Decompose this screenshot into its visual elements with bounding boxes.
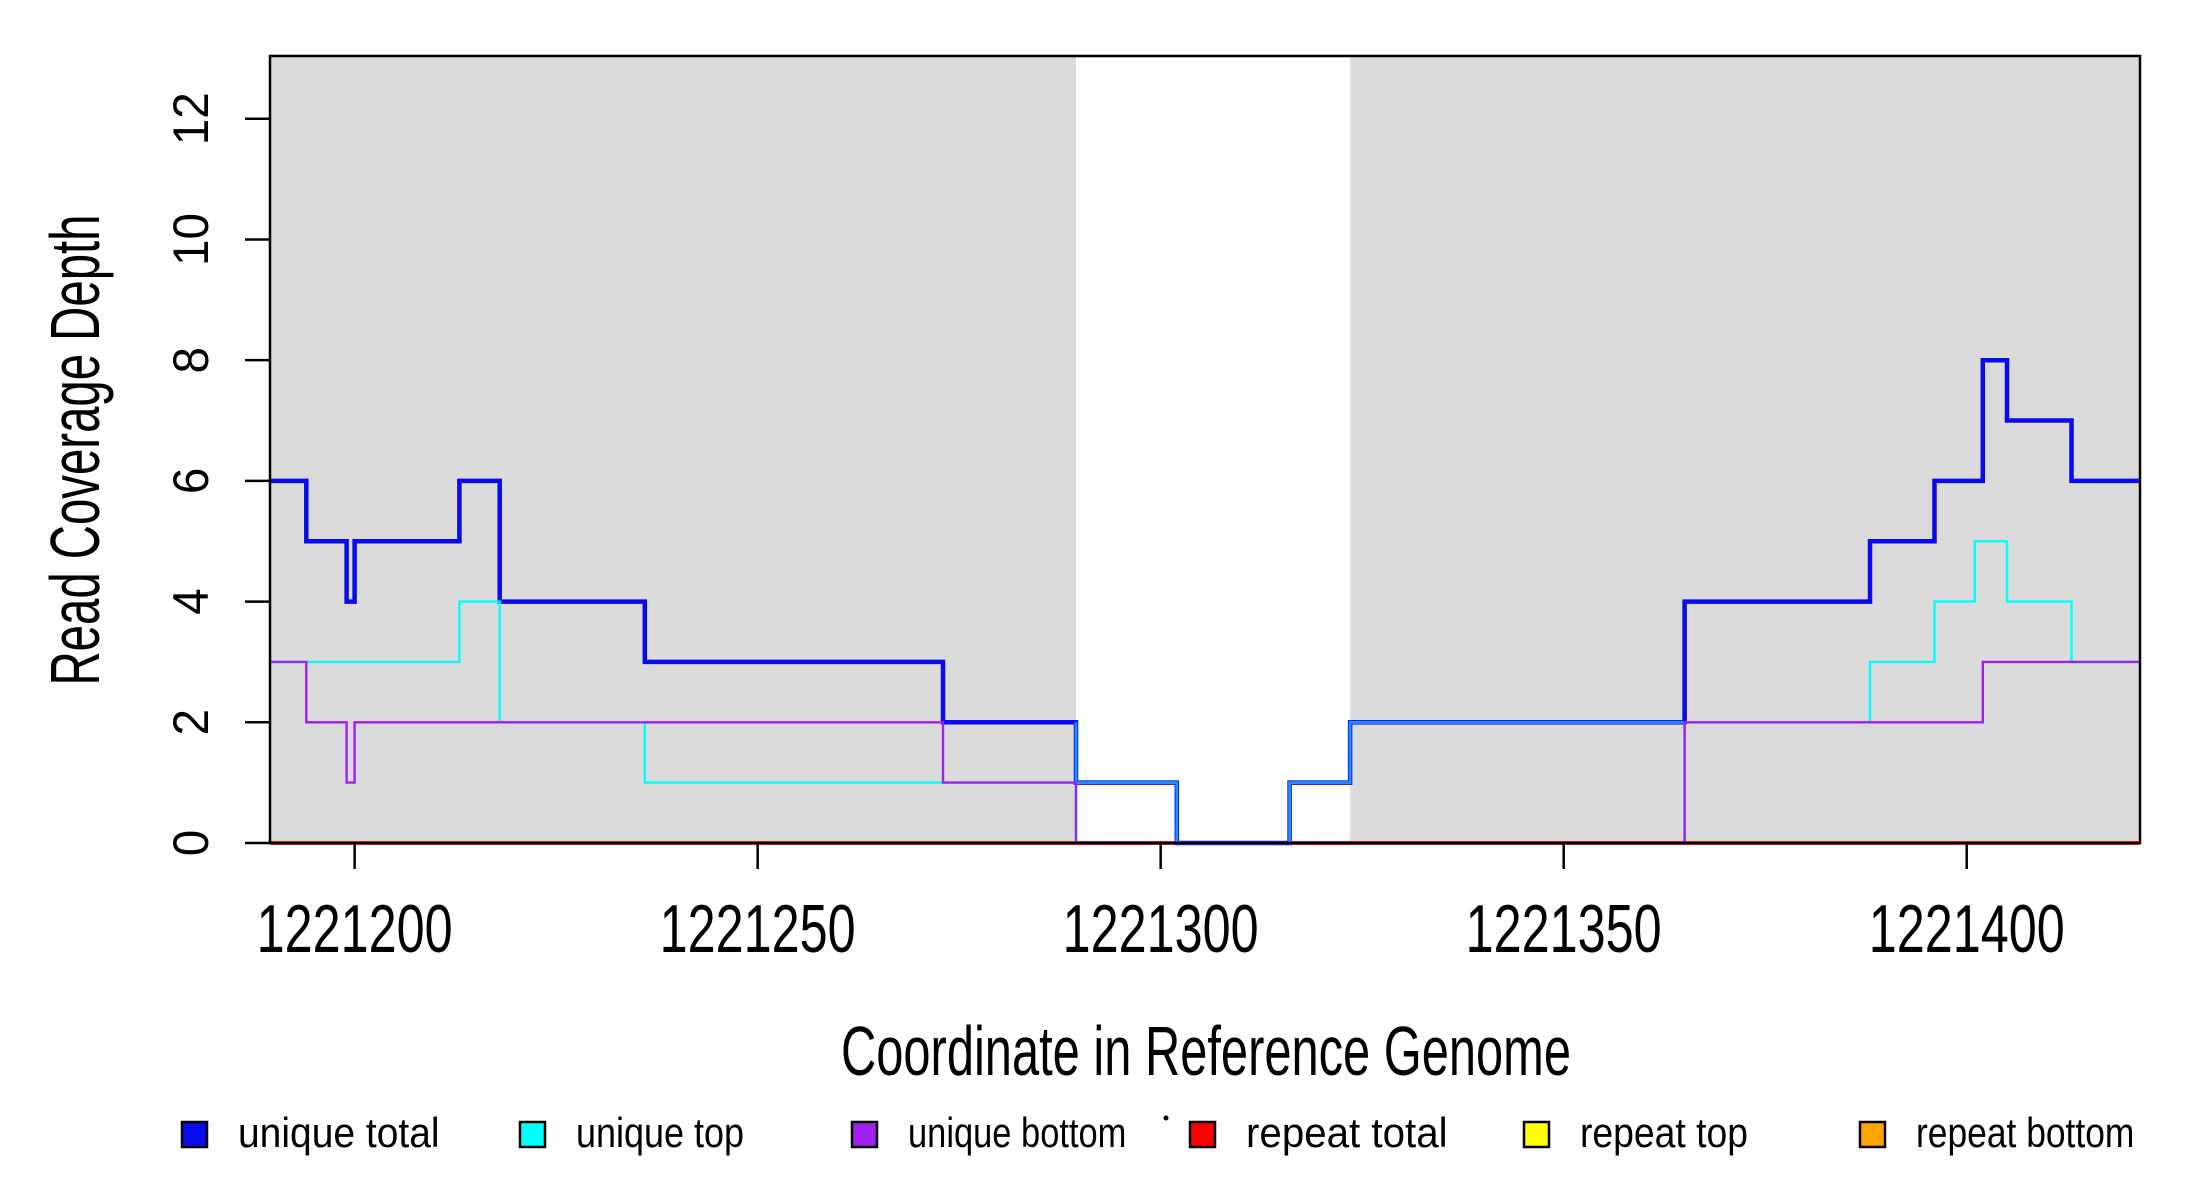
plot-border (268, 54, 2142, 845)
annotations-layer (1163, 1115, 1169, 1121)
legend-item-repeat-total: repeat total (1188, 1109, 1448, 1156)
x-axis-title: Coordinate in Reference Genome (841, 1012, 1571, 1090)
legend-swatch-repeat-top (1522, 1120, 1551, 1149)
y-tick-label: 6 (163, 468, 219, 495)
y-axis-title: Read Coverage Depth (36, 214, 114, 685)
legend-label: unique top (576, 1109, 744, 1156)
x-tick-label: 1221300 (1063, 891, 1259, 967)
legend-swatch-unique-top (518, 1120, 547, 1149)
x-tick-label: 1221200 (257, 891, 453, 967)
legend-label: unique total (238, 1109, 440, 1156)
series-unique-bottom-line (270, 660, 2140, 845)
y-tick-label: 12 (163, 92, 219, 145)
unique-region-shading (1350, 56, 2140, 843)
legend-label: repeat total (1246, 1109, 1448, 1156)
legend-item-unique-total: unique total (180, 1109, 440, 1156)
x-tick-label: 1221400 (1869, 891, 2065, 967)
legend-label: repeat top (1580, 1109, 1748, 1156)
y-tick-label: 8 (163, 347, 219, 374)
y-tick-label: 10 (163, 213, 219, 266)
shaded-regions-layer (270, 56, 2140, 843)
ticks-layer: 1221200 1221250 1221300 1221350 1221400 0 2 4 6 8… (163, 92, 2065, 967)
x-tick-label: 1221250 (660, 891, 856, 967)
legend-swatch-repeat-bottom (1858, 1120, 1887, 1149)
legend-swatch-unique-bottom (850, 1120, 879, 1149)
stray-dot (1163, 1115, 1169, 1121)
legend: unique total unique top unique bottom repea… (180, 1109, 2134, 1156)
y-tick-label: 2 (163, 709, 219, 736)
axes-frame-layer (268, 54, 2142, 845)
unique-region-shading (270, 56, 1077, 843)
legend-item-repeat-bottom: repeat bottom (1858, 1109, 2134, 1156)
x-tick-label: 1221350 (1466, 891, 1662, 967)
y-tick-label: 0 (163, 830, 219, 857)
y-tick-label: 4 (163, 588, 219, 615)
legend-swatch-repeat-total (1188, 1120, 1217, 1149)
legend-item-unique-top: unique top (518, 1109, 744, 1156)
legend-swatch-unique-total (180, 1120, 209, 1149)
legend-item-repeat-top: repeat top (1522, 1109, 1748, 1156)
legend-item-unique-bottom: unique bottom (850, 1109, 1126, 1156)
legend-label: repeat bottom (1916, 1109, 2134, 1156)
legend-label: unique bottom (908, 1109, 1126, 1156)
